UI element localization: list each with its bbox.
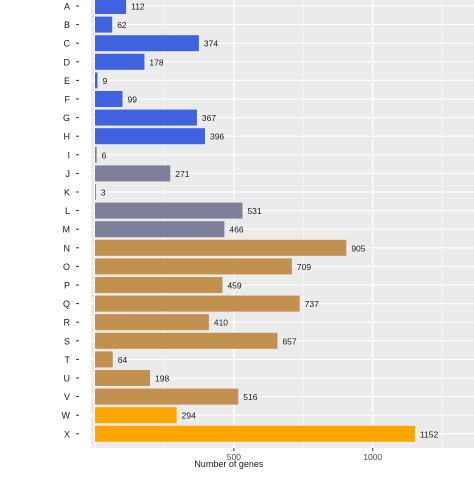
y-tick-label: M [63,225,71,235]
data-label: 271 [175,169,189,179]
y-tick-label: C [64,39,71,49]
bar-r [95,314,209,331]
bars [95,0,415,442]
data-label: 62 [117,20,127,30]
bar-g [95,109,197,126]
y-tick-label: V [64,392,70,402]
data-label: 905 [351,243,365,253]
y-tick-label: J [66,169,71,179]
y-tick-label: E [64,76,70,86]
bar-u [95,370,150,386]
y-tick-label: Q [63,299,70,309]
bar-t [95,351,113,368]
bar-s [95,332,278,349]
bar-o [95,258,292,275]
x-tick-label: 1000 [363,452,382,462]
data-label: 410 [214,318,228,328]
x-axis-title: Number of genes [194,459,264,469]
bar-m [95,221,225,238]
bar-p [95,277,223,293]
y-tick-label: A [64,2,70,12]
bar-x [95,425,415,442]
bar-n [95,239,347,256]
y-tick-label: G [63,113,70,123]
data-label: 178 [149,57,163,67]
y-tick-label: P [64,281,70,291]
x-axis-ticks: 50010001500 [227,448,382,462]
bar-c [95,35,199,52]
data-label: 6 [102,150,107,160]
data-label: 374 [204,39,218,49]
data-label: 198 [155,374,169,384]
bar-e [95,72,98,89]
y-tick-label: H [64,132,71,142]
y-tick-label: I [67,150,70,160]
data-label: 396 [210,132,224,142]
data-label: 294 [182,411,196,421]
data-label: 709 [297,262,311,272]
y-tick-label: O [63,262,70,272]
data-label: 9 [102,76,107,86]
y-tick-label: X [64,429,70,439]
y-tick-label: R [64,318,71,328]
bar-j [95,165,171,182]
data-label: 657 [282,336,296,346]
data-label: 3 [101,188,106,198]
bar-v [95,388,239,405]
bar-d [95,53,145,70]
y-tick-label: N [64,243,71,253]
data-label: 531 [247,206,261,216]
data-label: 112 [131,2,145,12]
bar-k [95,184,96,200]
data-label: 459 [227,281,241,291]
y-tick-label: S [64,336,70,346]
data-label: 99 [127,95,137,105]
y-tick-label: W [62,411,71,421]
data-labels: 1126237417899936739662713531466905709459… [101,2,439,440]
bar-i [95,146,97,163]
y-tick-label: L [65,206,70,216]
y-tick-label: K [64,188,70,198]
data-label: 367 [202,113,216,123]
data-label: 466 [229,225,243,235]
bar-l [95,202,243,219]
y-tick-label: B [64,20,70,30]
bar-w [95,407,177,424]
data-label: 1152 [420,429,439,439]
bar-q [95,295,300,312]
data-label: 64 [118,355,128,365]
y-tick-label: D [64,57,71,67]
bar-b [95,16,113,33]
data-label: 737 [305,299,319,309]
y-tick-label: F [65,95,71,105]
x-tick-label: 500 [227,452,241,462]
bar-f [95,91,123,107]
y-tick-label: U [64,374,71,384]
bar-a [95,0,127,14]
y-tick-label: T [65,355,71,365]
data-label: 516 [243,392,257,402]
bar-h [95,128,205,145]
